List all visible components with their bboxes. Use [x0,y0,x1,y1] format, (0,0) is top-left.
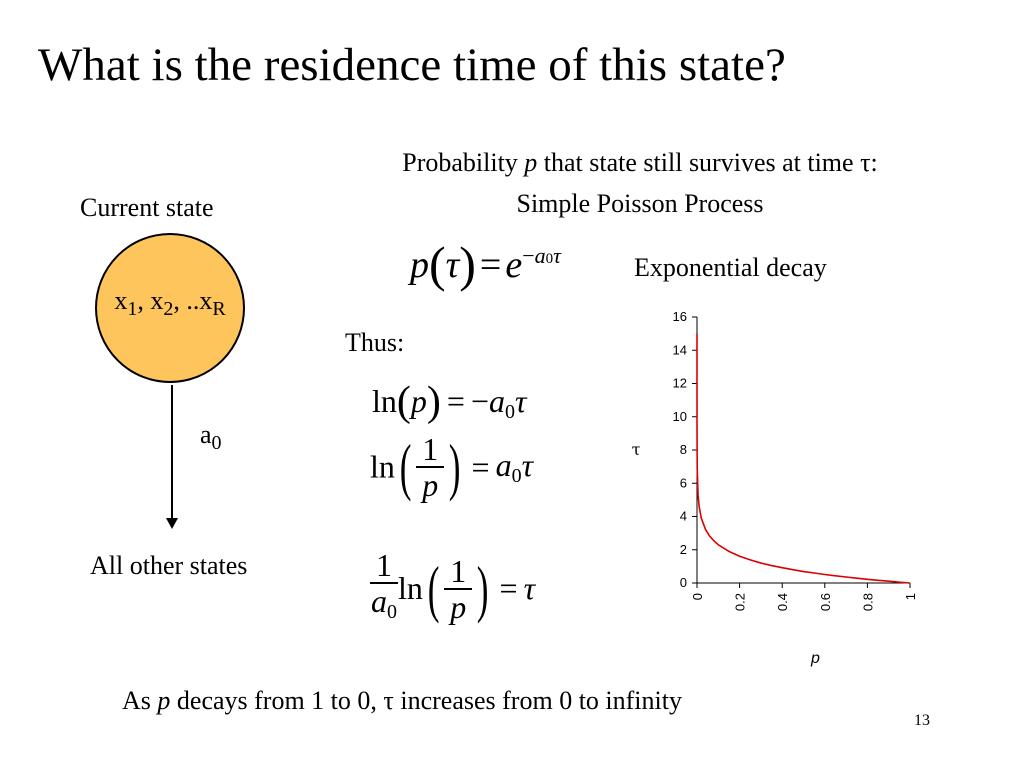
eq1-minus: − [470,383,489,419]
main-equation: p(τ) = e−a0τ [410,236,562,292]
eq-main-tau: τ [445,244,460,286]
eq3-num-p: 1 [444,554,473,590]
eq1-p: p [410,383,427,419]
intro-mid: that state still survives at time [537,148,861,177]
eq1-sub: 0 [504,401,515,423]
exp-minus: − [522,243,535,268]
circle-sub-r: R [212,298,226,320]
conclusion-suffix: increases from 0 to infinity [393,686,682,715]
eq-main-exponent: −a0τ [522,243,561,268]
thus-label: Thus: [345,328,405,357]
intro-suffix: : [870,148,878,177]
intro-var-p: p [524,148,538,177]
transition-arrow-line [171,385,173,520]
eq3-den-p: p [450,588,467,625]
eq2-num: 1 [416,432,445,468]
intro-prefix: Probability [402,148,525,177]
eq3-den-a: a [371,583,387,619]
eq1-ln: ln [372,383,397,419]
eq3-fraction-a: 1 a0 [370,548,398,629]
x-tick-label: 0.6 [818,593,833,611]
eq2-ln: ln [370,448,395,485]
y-tick-label: 8 [680,442,687,457]
slide-title: What is the residence time of this state… [38,39,786,91]
conclusion-prefix: As [122,686,158,715]
y-axis-label: τ [632,440,641,459]
y-tick-label: 14 [673,342,687,357]
eq3-num-a: 1 [370,548,398,584]
page-number: 13 [914,712,930,729]
eq3-tau: τ [523,570,536,606]
intro-tau: τ [860,148,871,177]
eq2-tau: τ [521,446,534,483]
eq3-equals: = [499,570,518,606]
y-tick-label: 16 [673,309,687,324]
exponential-decay-chart: 0 2 4 6 8 10 12 14 16 0 0.2 0.4 0.6 0.8 1 τ p [632,309,918,667]
decay-curve-line [696,333,911,584]
conclusion-mid: decays from 1 to 0, [170,686,384,715]
other-states-label: All other states [90,551,248,580]
y-tick-label: 12 [673,376,687,391]
conclusion-tau: τ [383,686,394,715]
eq-main-p: p [410,244,429,286]
circle-sep-2: , ..x [173,286,213,315]
y-tick-label: 0 [680,575,687,590]
rate-sub: 0 [211,432,222,454]
y-tick-label: 6 [680,475,687,490]
exp-sub: 0 [545,251,554,267]
eq3-den-sub: 0 [387,601,397,623]
circle-sub-1: 1 [127,298,138,320]
eq1-tau: τ [514,383,527,419]
rate-a: a [200,420,212,449]
exp-a: a [534,243,546,268]
eq2-equals: = [471,448,490,485]
current-state-circle [95,233,245,383]
x-tick-label: 0 [690,593,705,600]
equation-ln-p: ln(p) = −a0τ [372,379,527,425]
intro-line-2: Simple Poisson Process [516,189,764,218]
eq-main-e: e [505,244,523,286]
x-tick-label: 0.2 [733,593,748,611]
eq1-a: a [488,383,505,419]
x-tick-label: 0.4 [775,593,790,611]
eq1-equals: = [446,383,465,419]
eq2-a: a [495,446,512,483]
equation-ln-inverse-p: ln(1 p) = a0τ [370,431,534,503]
equation-tau: 1 a0 ln(1 p) = τ [370,548,535,629]
eq-main-equals: = [479,244,502,286]
current-state-label: Current state [80,193,214,222]
eq3-ln: ln [398,570,423,606]
circle-x: x [114,286,128,315]
x-tick-label: 1 [903,593,918,600]
transition-arrow-head [166,518,178,529]
eq2-den: p [422,467,439,503]
state-variables-label: x1, x2, ..xR [95,286,245,321]
conclusion-text: As p decays from 1 to 0, τ increases fro… [122,686,682,716]
exp-tau: τ [553,243,562,268]
x-tick-label: 0.8 [860,593,875,611]
circle-sub-2: 2 [163,298,174,320]
y-tick-label: 2 [680,542,687,557]
y-tick-label: 4 [680,509,687,524]
exponential-decay-label: Exponential decay [634,253,827,282]
conclusion-var: p [157,686,171,715]
y-tick-label: 10 [673,409,687,424]
circle-sep-1: , x [137,286,164,315]
eq2-sub: 0 [511,464,522,487]
intro-line-1: Probability p that state still survives … [320,148,960,178]
transition-rate-label: a0 [200,420,222,455]
x-axis-label: p [810,650,820,667]
